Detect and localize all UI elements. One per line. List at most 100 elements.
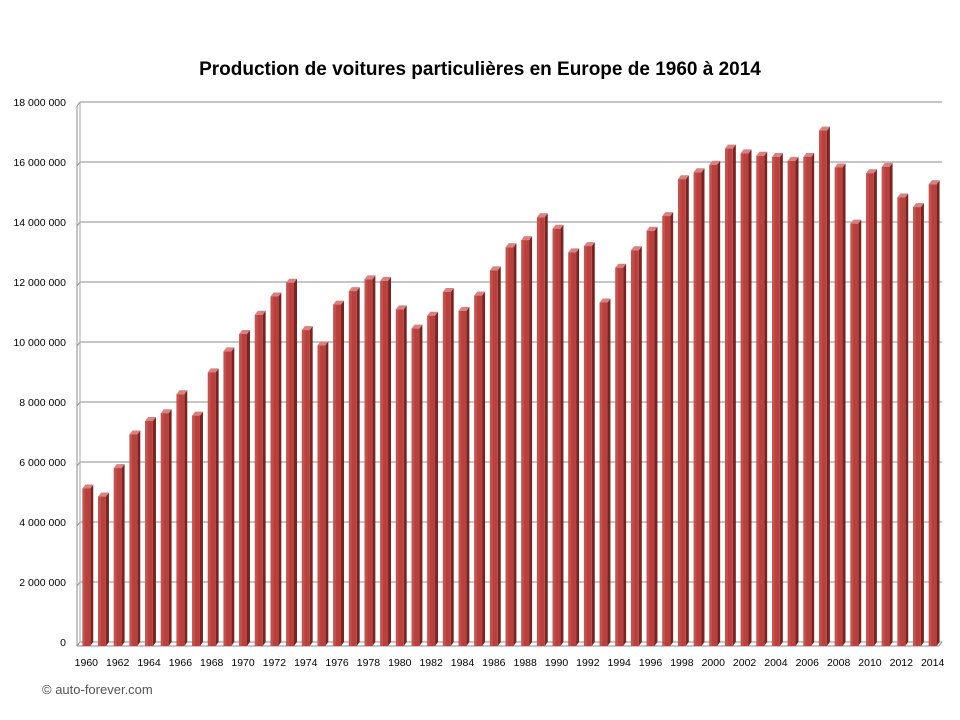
bar xyxy=(677,175,689,646)
bar xyxy=(113,464,125,646)
bar xyxy=(98,492,109,646)
bar xyxy=(474,291,486,646)
y-tick-label: 4 000 000 xyxy=(19,517,66,529)
bar xyxy=(568,248,580,646)
bar xyxy=(897,193,909,646)
x-tick-label: 1978 xyxy=(357,657,381,669)
x-tick-label: 1970 xyxy=(231,657,255,669)
y-tick-label: 2 000 000 xyxy=(19,577,66,589)
bar xyxy=(630,246,642,647)
copyright-text: © auto-forever.com xyxy=(42,682,153,697)
x-tick-label: 1964 xyxy=(137,657,161,669)
x-tick-label: 1994 xyxy=(608,657,632,669)
bar xyxy=(317,341,329,646)
y-axis-tick-labels: 0 2 000 000 4 000 000 6 000 000 8 000 000 10 … xyxy=(13,97,66,649)
x-tick-label: 2014 xyxy=(921,657,945,669)
bar xyxy=(599,298,611,646)
x-tick-label: 1966 xyxy=(169,657,193,669)
x-axis-tick-labels: 1960 1962 1964 1966 1968 1970 1972 1974 1976 1978… xyxy=(75,657,945,669)
y-tick-label: 0 xyxy=(60,637,66,649)
bar xyxy=(819,126,830,647)
x-tick-label: 1992 xyxy=(576,657,600,669)
bars xyxy=(82,126,940,647)
bar xyxy=(364,275,376,646)
x-tick-label: 1960 xyxy=(75,657,99,669)
bar xyxy=(583,242,595,646)
bar xyxy=(145,417,156,646)
bar xyxy=(803,153,815,646)
y-tick-label: 18 000 000 xyxy=(13,97,66,109)
x-tick-label: 1980 xyxy=(388,657,412,669)
bar xyxy=(395,305,407,646)
bar xyxy=(254,310,266,646)
x-tick-label: 1982 xyxy=(419,657,443,669)
bar xyxy=(756,151,768,647)
bar xyxy=(129,430,141,646)
bar xyxy=(286,278,297,646)
y-tick-label: 8 000 000 xyxy=(19,397,66,409)
y-tick-label: 16 000 000 xyxy=(13,157,66,169)
x-tick-label: 1974 xyxy=(294,657,318,669)
bar xyxy=(411,324,423,646)
bar xyxy=(348,287,360,646)
bar xyxy=(521,236,533,646)
bar xyxy=(881,162,893,646)
x-tick-label: 1968 xyxy=(200,657,224,669)
x-tick-label: 1962 xyxy=(106,657,130,669)
bar xyxy=(725,144,736,646)
bar xyxy=(536,213,548,647)
bar xyxy=(834,163,846,646)
bar xyxy=(787,156,799,646)
bar xyxy=(223,347,235,646)
x-tick-label: 1976 xyxy=(325,657,349,669)
x-tick-label: 2012 xyxy=(890,657,914,669)
bar xyxy=(427,311,439,646)
bar xyxy=(709,160,721,647)
y-tick-label: 12 000 000 xyxy=(13,277,66,289)
bar xyxy=(442,288,454,646)
x-tick-label: 1986 xyxy=(482,657,506,669)
bar xyxy=(192,411,203,646)
bar xyxy=(772,153,783,646)
x-tick-label: 2010 xyxy=(858,657,882,669)
bar xyxy=(928,180,940,647)
bar xyxy=(850,219,862,646)
bar xyxy=(552,224,564,646)
bar xyxy=(615,263,627,646)
x-tick-label: 1972 xyxy=(263,657,287,669)
bar xyxy=(160,409,172,646)
x-tick-label: 2002 xyxy=(733,657,757,669)
x-tick-label: 2004 xyxy=(764,657,788,669)
bar xyxy=(333,300,345,646)
bar xyxy=(693,168,705,647)
bar xyxy=(740,149,752,646)
bar xyxy=(505,243,517,647)
bar xyxy=(239,330,250,646)
bar xyxy=(913,203,924,646)
chart-title: Production de voitures particulières en … xyxy=(199,59,761,80)
x-tick-label: 1998 xyxy=(670,657,694,669)
x-tick-label: 1988 xyxy=(513,657,537,669)
x-tick-label: 1996 xyxy=(639,657,663,669)
gridline xyxy=(76,101,942,107)
bar xyxy=(458,306,470,646)
bar xyxy=(489,266,501,646)
bar xyxy=(82,484,94,646)
bar xyxy=(270,292,282,646)
bar xyxy=(176,390,188,646)
y-tick-label: 6 000 000 xyxy=(19,457,66,469)
bar xyxy=(646,226,658,647)
x-tick-label: 1984 xyxy=(451,657,475,669)
x-tick-label: 2008 xyxy=(827,657,851,669)
bar xyxy=(380,276,392,646)
x-tick-label: 1990 xyxy=(545,657,569,669)
bar xyxy=(866,169,877,646)
x-tick-label: 2006 xyxy=(796,657,820,669)
y-tick-label: 10 000 000 xyxy=(13,337,66,349)
bar xyxy=(301,326,313,646)
bar xyxy=(662,212,674,646)
y-tick-label: 14 000 000 xyxy=(13,217,66,229)
bar xyxy=(207,368,219,646)
x-tick-label: 2000 xyxy=(702,657,726,669)
